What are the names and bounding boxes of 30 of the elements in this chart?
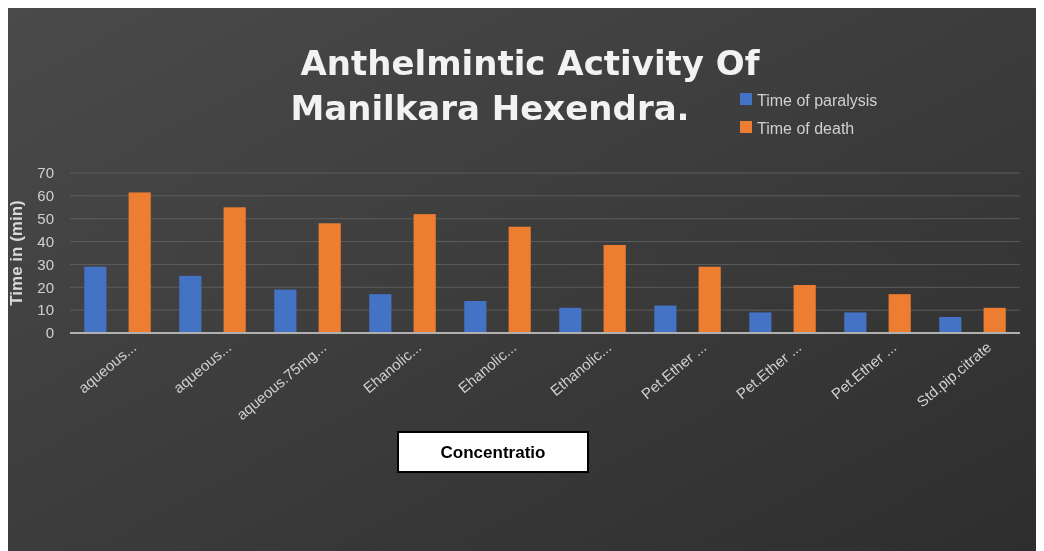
bar xyxy=(983,307,1006,333)
bar xyxy=(749,312,772,333)
bar xyxy=(179,275,202,333)
bar xyxy=(464,301,487,333)
bar xyxy=(508,226,531,333)
bar xyxy=(223,207,246,333)
y-tick-label: 40 xyxy=(37,232,54,250)
x-axis-title: Concentratio xyxy=(440,443,546,462)
bar xyxy=(369,294,392,333)
bar xyxy=(939,317,962,333)
bar xyxy=(603,245,626,333)
bar xyxy=(559,307,582,333)
y-tick-label: 10 xyxy=(37,301,54,319)
bar xyxy=(274,289,297,333)
bar xyxy=(413,214,436,333)
bar xyxy=(128,192,151,333)
y-tick-label: 0 xyxy=(45,324,54,342)
y-tick-label: 50 xyxy=(37,209,54,227)
y-tick-label: 30 xyxy=(37,255,54,273)
bar xyxy=(318,223,341,333)
y-axis-title: Time in (min) xyxy=(7,200,26,306)
y-tick-label: 60 xyxy=(37,187,54,205)
bar xyxy=(698,266,721,333)
bar xyxy=(793,285,816,333)
bar xyxy=(888,294,911,333)
y-tick-label: 20 xyxy=(37,278,54,296)
bar xyxy=(654,305,677,333)
bar xyxy=(84,266,107,333)
y-tick-label: 70 xyxy=(37,164,54,182)
bar xyxy=(844,312,867,333)
